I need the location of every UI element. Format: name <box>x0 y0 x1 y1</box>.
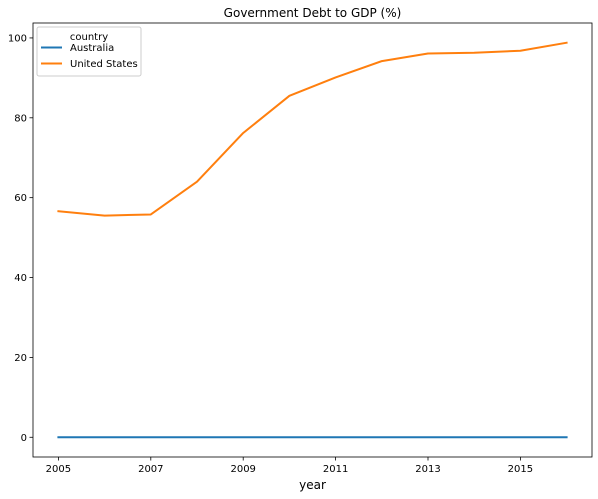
x-tick-label: 2007 <box>138 464 163 475</box>
x-tick-label: 2011 <box>323 464 348 475</box>
y-tick-label: 60 <box>14 193 27 204</box>
y-tick-label: 0 <box>21 433 27 444</box>
x-axis-label: year <box>299 478 326 492</box>
chart-title: Government Debt to GDP (%) <box>224 6 402 20</box>
x-tick-label: 2013 <box>415 464 440 475</box>
legend-label: Australia <box>70 43 114 54</box>
x-tick-label: 2015 <box>508 464 533 475</box>
y-tick-label: 80 <box>14 113 27 124</box>
legend-label: United States <box>70 59 138 70</box>
legend: country Australia United States <box>36 26 142 77</box>
legend-box <box>36 26 142 77</box>
y-tick-label: 20 <box>14 353 27 364</box>
y-axis-ticks: 0 20 40 60 80 100 <box>8 33 33 444</box>
plot-area <box>32 22 593 458</box>
legend-title: country <box>70 32 108 43</box>
legend-entries: Australia United States <box>41 43 138 70</box>
y-tick-label: 40 <box>14 273 27 284</box>
series-lines <box>57 41 568 439</box>
x-axis-ticks: 2005 2007 2009 2011 2013 2015 <box>46 457 533 475</box>
x-tick-label: 2005 <box>46 464 71 475</box>
series-line-united-states <box>57 41 568 217</box>
x-tick-label: 2009 <box>230 464 255 475</box>
y-tick-label: 100 <box>8 33 27 44</box>
